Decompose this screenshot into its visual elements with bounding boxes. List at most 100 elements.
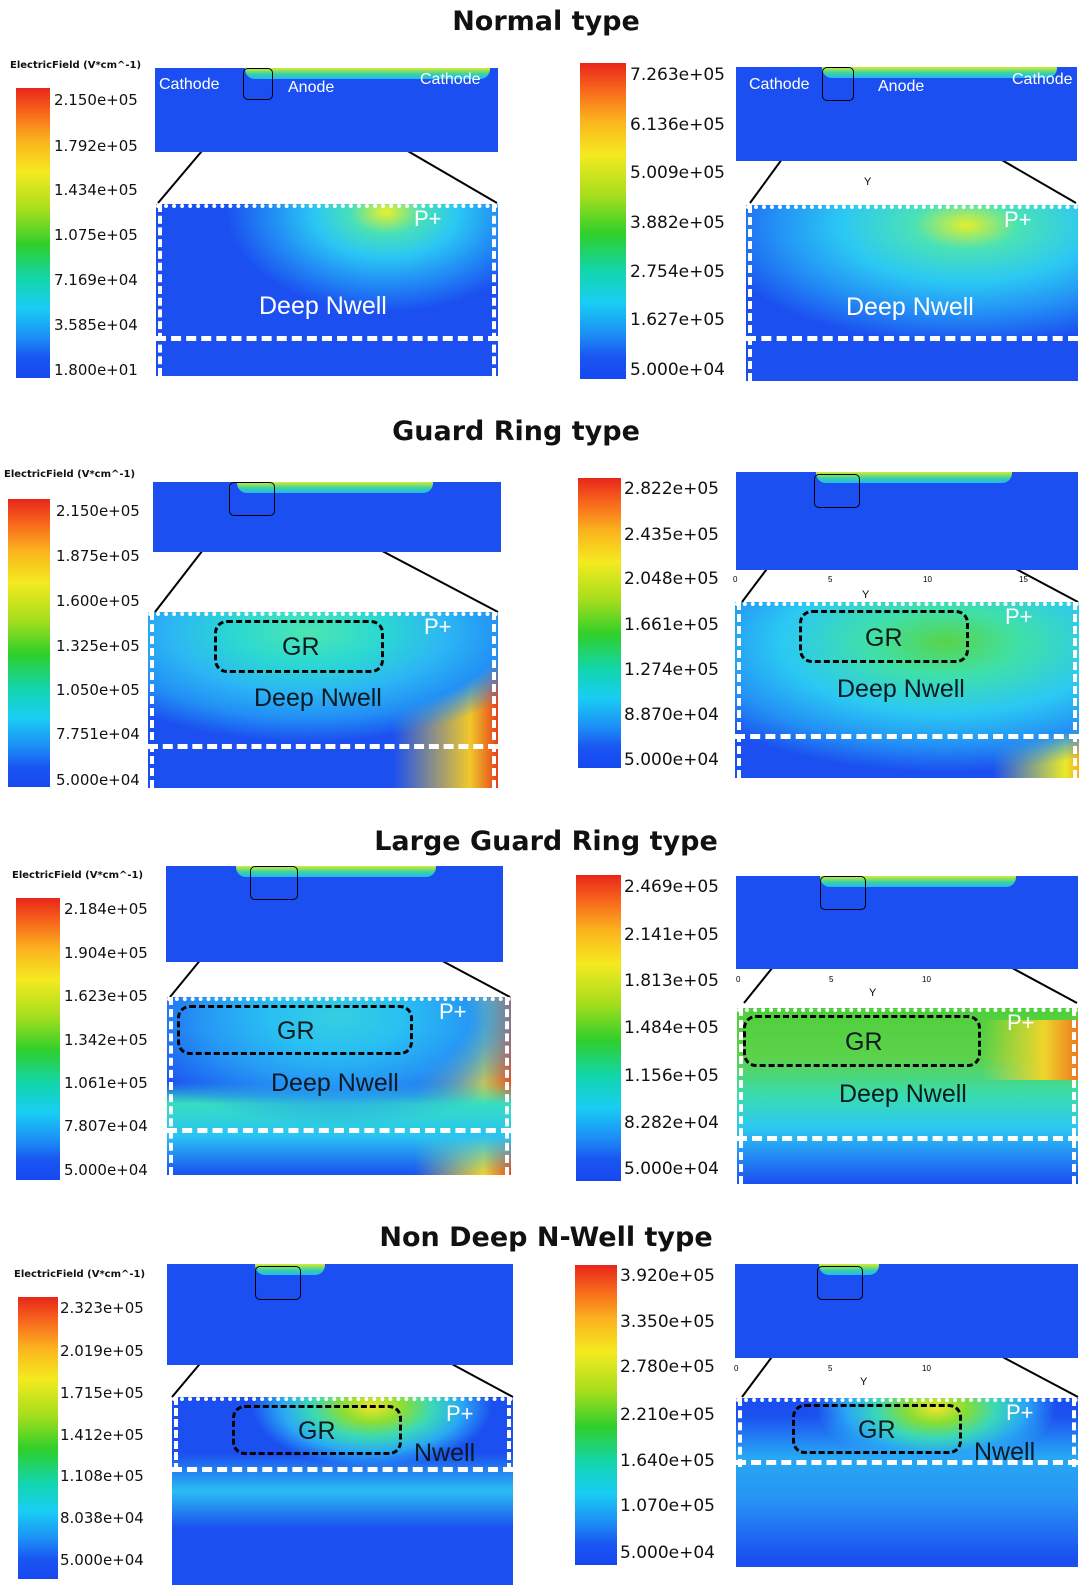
zoom-region-box xyxy=(814,474,860,508)
gr-label: GR xyxy=(277,1017,315,1045)
gr-label: GR xyxy=(845,1028,883,1056)
anode-label: Anode xyxy=(878,78,925,95)
tick-label: 8.282e+04 xyxy=(624,1113,720,1133)
depletion-boundary xyxy=(167,1128,511,1133)
boundary-left xyxy=(739,1008,743,1184)
tick-label: 2.435e+05 xyxy=(624,525,720,545)
tick-label: 5.000e+04 xyxy=(630,360,726,380)
axis-label-y: Y xyxy=(860,1376,868,1388)
tick-label: 1.070e+05 xyxy=(620,1496,716,1516)
guard-ring-outline xyxy=(799,610,969,663)
device-overview: Cathode Anode Cathode xyxy=(155,68,498,152)
device-overview xyxy=(736,876,1078,969)
boundary-right xyxy=(1072,1398,1076,1467)
zoom-panel: GR P+ Nwell xyxy=(736,1398,1078,1567)
p-plus-label: P+ xyxy=(1007,1010,1035,1035)
tick-label: 2.048e+05 xyxy=(624,569,720,589)
zoom-region-box xyxy=(822,67,854,101)
p-plus-label: P+ xyxy=(424,614,452,639)
depletion-boundary xyxy=(156,336,498,341)
gr-label: GR xyxy=(298,1417,336,1445)
colorbar-gradient xyxy=(578,478,621,768)
boundary-right xyxy=(1073,602,1077,778)
nwell-label: Nwell xyxy=(414,1439,476,1467)
zoom-region-box xyxy=(243,68,273,100)
top-boundary xyxy=(735,602,1079,606)
tick-label: 2.150e+05 xyxy=(54,91,138,109)
field-surface-hotspot xyxy=(237,482,433,493)
tick-label: 2.210e+05 xyxy=(620,1405,716,1425)
tick-label: 1.627e+05 xyxy=(630,310,726,330)
tick-label: 1.904e+05 xyxy=(64,944,148,962)
boundary-right xyxy=(492,204,496,376)
tick-label: 1.640e+05 xyxy=(620,1451,716,1471)
zoom-panel: GR P+ Deep Nwell xyxy=(167,997,511,1175)
axis-tick: 5 xyxy=(829,975,834,984)
title-normal-type: Normal type xyxy=(452,6,640,37)
p-plus-label: P+ xyxy=(414,206,442,231)
top-boundary xyxy=(737,1008,1078,1012)
tick-label: 5.000e+04 xyxy=(620,1543,716,1563)
field-surface-hotspot xyxy=(236,866,436,877)
depletion-boundary xyxy=(736,1460,1078,1465)
deep-nwell-label: Deep Nwell xyxy=(271,1069,399,1097)
field-surface-hotspot xyxy=(255,1264,325,1275)
p-plus-label: P+ xyxy=(446,1401,474,1426)
colorbar-gradient xyxy=(576,875,621,1181)
tick-label: 2.469e+05 xyxy=(624,877,720,897)
tick-label: 1.412e+05 xyxy=(60,1426,144,1444)
axis-tick: 10 xyxy=(923,575,932,584)
field-map xyxy=(746,205,1078,381)
field-map xyxy=(148,612,498,788)
colorbar-gradient xyxy=(8,499,50,787)
axis-tick: 0 xyxy=(733,575,738,584)
tick-label: 1.600e+05 xyxy=(56,592,140,610)
zoom-panel: GR P+ Deep Nwell xyxy=(737,1008,1078,1184)
tick-label: 5.000e+04 xyxy=(64,1161,148,1179)
depletion-boundary xyxy=(735,734,1079,739)
tick-label: 7.751e+04 xyxy=(56,725,140,743)
boundary-left xyxy=(737,602,741,778)
tick-label: 5.000e+04 xyxy=(56,771,140,789)
tick-label: 1.342e+05 xyxy=(64,1031,148,1049)
field-map xyxy=(156,204,498,376)
deep-nwell-label: Deep Nwell xyxy=(846,293,974,321)
gr-label: GR xyxy=(858,1416,896,1444)
colorbar-gradient xyxy=(18,1297,58,1579)
tick-label: 8.038e+04 xyxy=(60,1509,144,1527)
device-overview xyxy=(166,866,503,962)
tick-label: 1.274e+05 xyxy=(624,660,720,680)
tick-label: 5.009e+05 xyxy=(630,163,726,183)
colorbar-title: ElectricField (V*cm^-1) xyxy=(4,469,136,480)
top-boundary xyxy=(167,997,511,1001)
axis-tick: 15 xyxy=(1019,575,1028,584)
tick-label: 1.108e+05 xyxy=(60,1467,144,1485)
cathode-label: Cathode xyxy=(159,76,220,93)
device-overview: Cathode Anode Cathode xyxy=(736,67,1077,161)
guard-ring-outline xyxy=(743,1015,981,1067)
axis-label-y: Y xyxy=(869,987,877,999)
tick-label: 1.875e+05 xyxy=(56,547,140,565)
axis-tick: 0 xyxy=(734,1364,739,1373)
zoom-region-box xyxy=(229,482,275,516)
axis-tick: 10 xyxy=(922,975,931,984)
boundary-left xyxy=(150,612,154,788)
device-overview xyxy=(735,1264,1078,1358)
tick-label: 3.882e+05 xyxy=(630,213,726,233)
boundary-left xyxy=(158,204,162,376)
gr-label: GR xyxy=(282,633,320,661)
axis-label-y: Y xyxy=(864,176,872,188)
tick-label: 7.807e+04 xyxy=(64,1117,148,1135)
tick-label: 7.169e+04 xyxy=(54,271,138,289)
boundary-right xyxy=(507,1397,511,1471)
tick-label: 1.484e+05 xyxy=(624,1018,720,1038)
top-boundary xyxy=(172,1397,513,1401)
device-overview xyxy=(153,482,501,552)
boundary-left xyxy=(169,997,173,1175)
field-map xyxy=(172,1397,513,1585)
colorbar-title: ElectricField (V*cm^-1) xyxy=(12,870,144,881)
boundary-right xyxy=(1072,1008,1076,1184)
zoom-panel: GR P+ Deep Nwell xyxy=(148,612,498,788)
device-overview xyxy=(736,472,1078,570)
depletion-boundary xyxy=(746,336,1078,341)
